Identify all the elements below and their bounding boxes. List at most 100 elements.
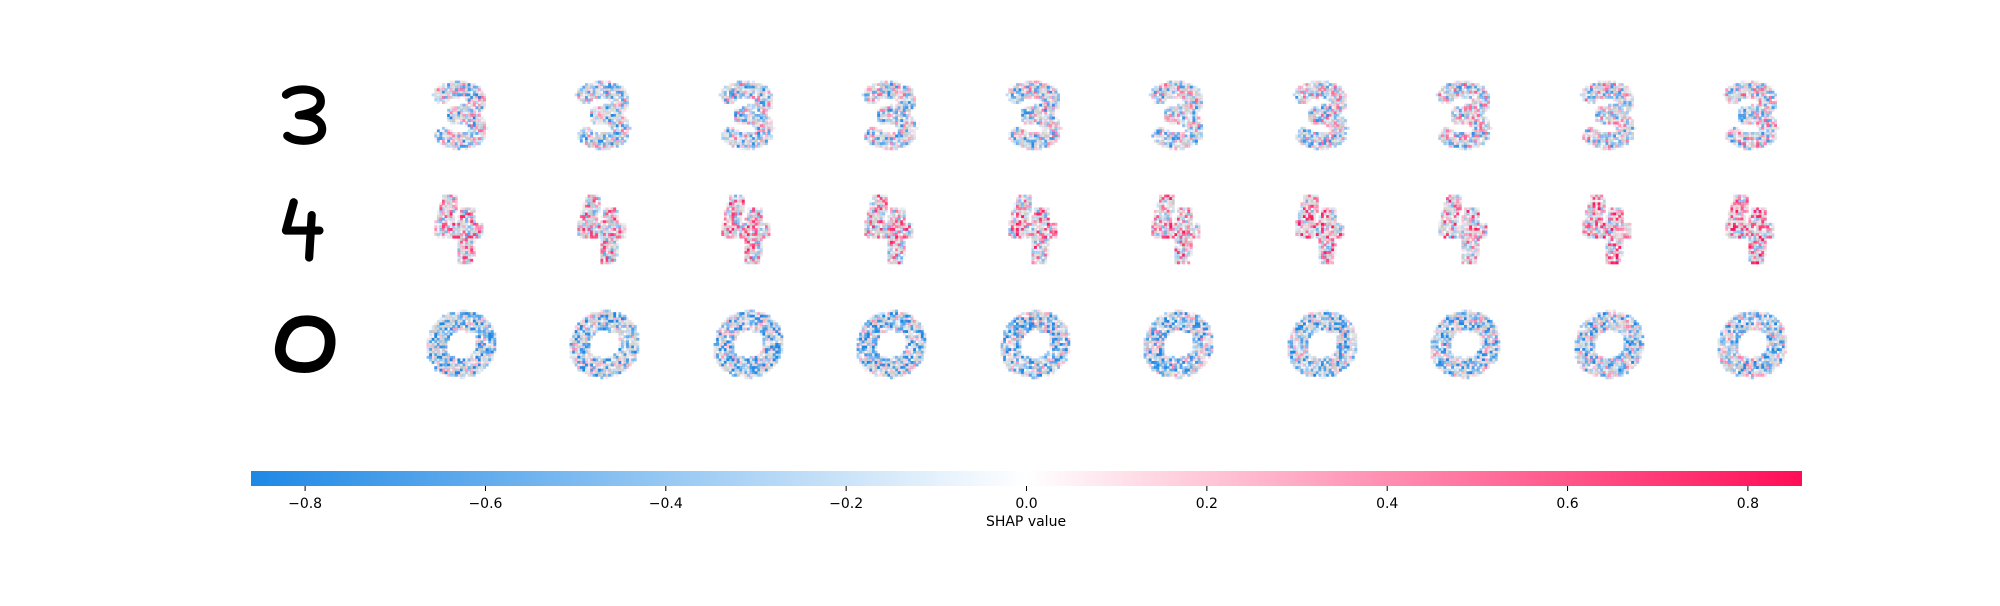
shap-pixel xyxy=(1605,80,1609,84)
shap-pixel xyxy=(1310,132,1314,135)
shap-pixel xyxy=(767,124,771,128)
shap-pixel xyxy=(754,220,758,224)
shap-pixel xyxy=(1016,85,1019,89)
shap-pixel xyxy=(1161,90,1165,94)
shap-pixel xyxy=(478,228,481,231)
shap-pixel xyxy=(887,108,891,112)
shap-pixel xyxy=(618,142,622,146)
shap-pixel xyxy=(603,225,606,229)
shap-pixel xyxy=(1189,119,1193,123)
shap-pixel xyxy=(1464,93,1467,97)
shap-pixel xyxy=(1339,129,1342,133)
shap-pixel xyxy=(1628,90,1632,94)
shap-pixel xyxy=(1164,108,1168,112)
shap-pixel xyxy=(610,248,614,252)
shap-pixel xyxy=(605,215,609,219)
shap-pixel xyxy=(1466,114,1470,117)
shap-pixel xyxy=(610,230,614,234)
shap-pixel xyxy=(734,230,738,234)
shap-pixel xyxy=(729,98,732,102)
shap-pixel xyxy=(1605,88,1609,92)
shap-pixel xyxy=(1303,142,1306,146)
shap-pixel xyxy=(434,88,438,92)
shap-pixel xyxy=(1469,98,1473,102)
shap-pixel xyxy=(765,85,768,89)
shap-pixel xyxy=(449,132,453,135)
shap-pixel xyxy=(447,88,451,92)
shap-pixel xyxy=(749,207,753,211)
shap-pixel xyxy=(1453,80,1457,84)
shap-pixel xyxy=(1336,129,1340,133)
shap-pixel xyxy=(454,83,458,87)
shap-pixel xyxy=(884,228,888,231)
shap-pixel xyxy=(879,108,883,112)
shap-pixel xyxy=(480,230,484,234)
shap-pixel xyxy=(454,202,458,206)
shap-pixel xyxy=(1727,132,1731,135)
shap-pixel xyxy=(1733,142,1736,146)
shap-pixel xyxy=(457,114,461,117)
shap-pixel xyxy=(1310,80,1314,84)
shap-pixel xyxy=(1034,137,1037,141)
shap-pixel xyxy=(1613,108,1617,112)
shap-pixel xyxy=(1331,93,1335,97)
shap-pixel xyxy=(1328,134,1332,138)
shap-pixel xyxy=(1300,142,1304,146)
shap-pixel xyxy=(1021,137,1025,141)
shap-pixel xyxy=(1613,139,1617,143)
shap-pixel xyxy=(1031,111,1035,115)
shap-pixel xyxy=(872,200,875,203)
shap-pixel xyxy=(757,121,761,125)
shap-pixel xyxy=(1023,119,1027,123)
shap-pixel xyxy=(1054,93,1058,97)
shap-pixel xyxy=(475,111,479,115)
shap-pixel xyxy=(600,116,604,120)
shap-pixel xyxy=(884,106,888,110)
shap-pixel xyxy=(1044,98,1048,102)
shap-pixel xyxy=(1329,86,1332,89)
shap-pixel xyxy=(1044,126,1048,130)
shap-pixel xyxy=(1771,101,1775,105)
shap-pixel xyxy=(1052,116,1055,120)
shap-pixel xyxy=(623,93,627,97)
shap-pixel xyxy=(452,144,456,148)
shap-pixel xyxy=(1164,135,1167,138)
shap-pixel xyxy=(618,103,622,107)
shap-pixel xyxy=(1303,126,1306,130)
shap-pixel xyxy=(608,88,612,92)
shap-pixel xyxy=(744,253,748,257)
shap-pixel xyxy=(762,108,766,112)
shap-pixel xyxy=(462,248,466,252)
shap-pixel xyxy=(615,108,619,112)
shap-pixel xyxy=(470,207,474,211)
shap-pixel xyxy=(890,220,893,224)
shap-pixel xyxy=(1303,83,1306,87)
shap-pixel xyxy=(615,93,619,97)
shap-pixel xyxy=(467,210,471,213)
shap-pixel xyxy=(1189,134,1193,138)
shap-pixel xyxy=(610,212,614,216)
shap-pixel xyxy=(460,261,463,265)
shap-pixel xyxy=(757,111,761,115)
shap-pixel xyxy=(1184,108,1188,112)
shap-pixel xyxy=(1451,129,1455,133)
shap-pixel xyxy=(1177,85,1180,89)
shap-pixel xyxy=(1631,137,1635,141)
shap-pixel xyxy=(749,111,753,115)
shap-pixel xyxy=(1735,144,1739,148)
shap-pixel xyxy=(1197,129,1201,133)
shap-pixel xyxy=(608,93,612,97)
shap-pixel xyxy=(439,222,443,226)
shap-pixel xyxy=(1195,137,1198,141)
shap-pixel xyxy=(1328,111,1332,115)
shap-heatmap-row0-col0 xyxy=(431,80,489,151)
shap-pixel xyxy=(610,103,614,107)
shap-pixel xyxy=(436,90,440,94)
shap-pixel xyxy=(472,222,476,226)
shap-pixel xyxy=(759,207,763,211)
shap-pixel xyxy=(874,134,878,138)
shap-pixel xyxy=(1171,116,1175,120)
shap-pixel xyxy=(869,228,873,231)
shap-pixel xyxy=(900,207,904,211)
shap-pixel xyxy=(1010,93,1014,97)
